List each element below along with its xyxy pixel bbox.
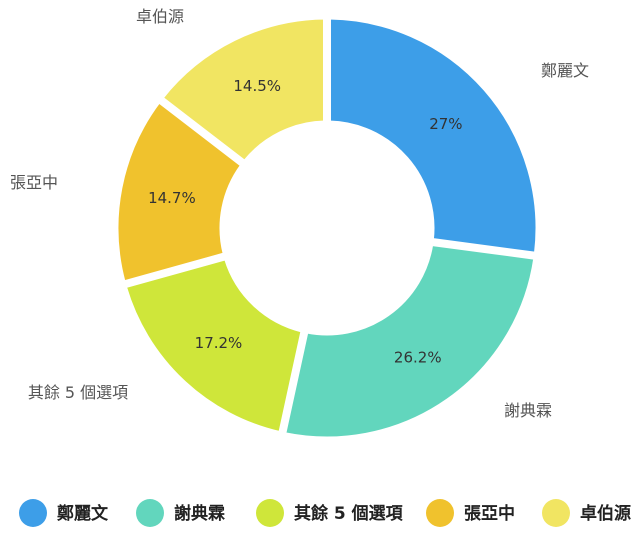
legend-label-xie-dianlin: 謝典霖 <box>174 503 225 524</box>
slice-zhuo-boyuan[interactable] <box>160 16 326 163</box>
pct-label-other-5-options: 17.2% <box>195 334 243 352</box>
legend: 鄭麗文 謝典霖 其餘 5 個選項 張亞中 卓伯源 <box>19 499 631 527</box>
outer-label-xie-dianlin: 謝典霖 <box>504 401 552 420</box>
legend-label-zhang-yazhong: 張亞中 <box>464 503 515 524</box>
slice-zhang-yazhong[interactable] <box>115 100 244 284</box>
legend-label-other-5-options: 其餘 5 個選項 <box>294 503 404 524</box>
legend-swatch-zhuo-boyuan <box>542 499 570 527</box>
outer-label-zhang-yazhong: 張亞中 <box>10 173 58 192</box>
legend-item-zheng-liwen[interactable]: 鄭麗文 <box>19 499 109 527</box>
slice-xie-dianlin[interactable] <box>283 242 537 440</box>
pct-label-xie-dianlin: 26.2% <box>394 348 442 366</box>
pct-label-zhang-yazhong: 14.7% <box>148 189 196 207</box>
outer-label-zhuo-boyuan: 卓伯源 <box>136 7 184 26</box>
outer-label-zheng-liwen: 鄭麗文 <box>541 61 589 80</box>
legend-swatch-other-5-options <box>256 499 284 527</box>
legend-swatch-xie-dianlin <box>136 499 164 527</box>
pct-label-zheng-liwen: 27% <box>429 115 462 133</box>
slice-zheng-liwen[interactable] <box>328 16 539 255</box>
legend-label-zhuo-boyuan: 卓伯源 <box>580 503 631 524</box>
legend-label-zheng-liwen: 鄭麗文 <box>57 503 109 524</box>
outer-label-other-5-options: 其餘 5 個選項 <box>28 383 128 402</box>
legend-swatch-zheng-liwen <box>19 499 47 527</box>
slice-other-5-options[interactable] <box>123 257 304 435</box>
slices-group <box>115 16 539 440</box>
pct-label-zhuo-boyuan: 14.5% <box>233 77 281 95</box>
legend-swatch-zhang-yazhong <box>426 499 454 527</box>
legend-item-xie-dianlin[interactable]: 謝典霖 <box>136 499 225 527</box>
percentage-labels-group: 27% 26.2% 17.2% 14.7% 14.5% <box>148 77 462 366</box>
legend-item-zhuo-boyuan[interactable]: 卓伯源 <box>542 499 631 527</box>
legend-item-other-5-options[interactable]: 其餘 5 個選項 <box>256 499 404 527</box>
legend-item-zhang-yazhong[interactable]: 張亞中 <box>426 499 515 527</box>
